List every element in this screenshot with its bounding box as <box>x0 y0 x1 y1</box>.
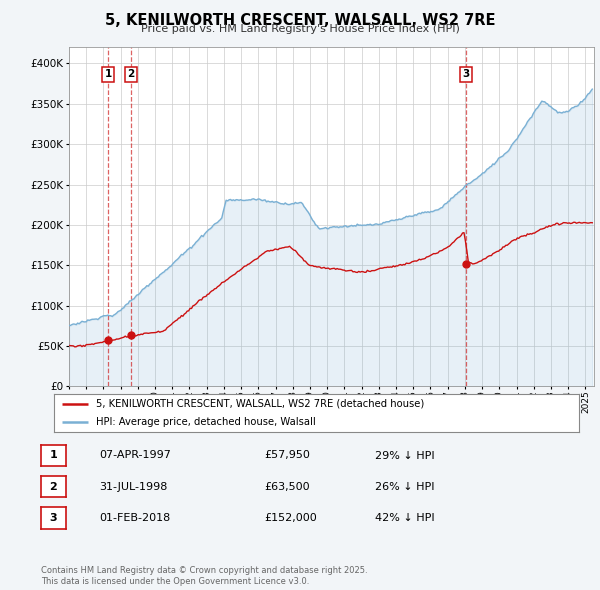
Text: £57,950: £57,950 <box>264 451 310 460</box>
Text: HPI: Average price, detached house, Walsall: HPI: Average price, detached house, Wals… <box>96 417 316 427</box>
Text: 1: 1 <box>50 451 57 460</box>
Text: Price paid vs. HM Land Registry's House Price Index (HPI): Price paid vs. HM Land Registry's House … <box>140 24 460 34</box>
Text: 5, KENILWORTH CRESCENT, WALSALL, WS2 7RE: 5, KENILWORTH CRESCENT, WALSALL, WS2 7RE <box>105 13 495 28</box>
Text: 31-JUL-1998: 31-JUL-1998 <box>99 482 167 491</box>
Text: 42% ↓ HPI: 42% ↓ HPI <box>375 513 434 523</box>
Text: 01-FEB-2018: 01-FEB-2018 <box>99 513 170 523</box>
Text: 3: 3 <box>463 70 470 79</box>
Text: Contains HM Land Registry data © Crown copyright and database right 2025.
This d: Contains HM Land Registry data © Crown c… <box>41 566 367 586</box>
Text: 2: 2 <box>127 70 134 79</box>
Text: 26% ↓ HPI: 26% ↓ HPI <box>375 482 434 491</box>
Text: 1: 1 <box>104 70 112 79</box>
Text: £63,500: £63,500 <box>264 482 310 491</box>
Text: £152,000: £152,000 <box>264 513 317 523</box>
Text: 5, KENILWORTH CRESCENT, WALSALL, WS2 7RE (detached house): 5, KENILWORTH CRESCENT, WALSALL, WS2 7RE… <box>96 399 424 409</box>
Text: 3: 3 <box>50 513 57 523</box>
Text: 2: 2 <box>50 482 57 491</box>
Text: 07-APR-1997: 07-APR-1997 <box>99 451 171 460</box>
Text: 29% ↓ HPI: 29% ↓ HPI <box>375 451 434 460</box>
